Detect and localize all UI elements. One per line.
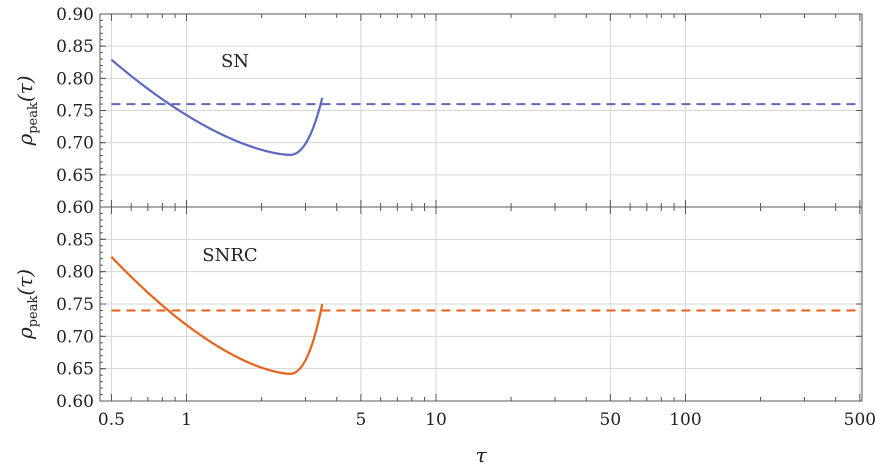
panel-label: SNRC: [202, 245, 257, 266]
y-axis-label: ρpeak(τ): [13, 75, 41, 146]
y-tick-label: 0.80: [56, 69, 94, 89]
y-tick-label: 0.75: [56, 295, 94, 315]
x-tick-label: 100: [669, 410, 701, 430]
x-tick-label: 500: [844, 410, 876, 430]
y-tick-label: 0.85: [56, 230, 94, 250]
x-tick-label: 1: [181, 410, 192, 430]
y-tick-label: 0.70: [56, 134, 94, 154]
x-tick-label: 0.5: [98, 410, 125, 430]
x-tick-label: 10: [425, 410, 447, 430]
x-tick-label: 5: [355, 410, 366, 430]
y-tick-label: 0.70: [56, 327, 94, 347]
y-tick-label: 0.60: [56, 198, 94, 218]
panel-snrc: 0.60 0.65 0.70 0.75 0.80 0.85 SNRC ρpeak(τ): [13, 206, 863, 412]
y-tick-label: 0.65: [56, 360, 94, 380]
y-tick-label: 0.65: [56, 166, 94, 186]
series-line: [110, 58, 324, 156]
y-tick-label: 0.90: [56, 5, 94, 25]
series-line: [110, 255, 324, 375]
y-axis-label: ρpeak(τ): [13, 269, 41, 340]
y-tick-label: 0.85: [56, 37, 94, 57]
y-tick-label: 0.60: [56, 392, 94, 412]
y-tick-label: 0.80: [56, 263, 94, 283]
x-tick-label: 50: [600, 410, 622, 430]
panel-sn: 0.60 0.65 0.70 0.75 0.80 0.85 0.90 SN ρpeak(τ): [13, 5, 863, 218]
y-tick-label: 0.75: [56, 102, 94, 122]
x-axis-label: τ: [475, 443, 487, 467]
panel-label: SN: [221, 51, 249, 72]
